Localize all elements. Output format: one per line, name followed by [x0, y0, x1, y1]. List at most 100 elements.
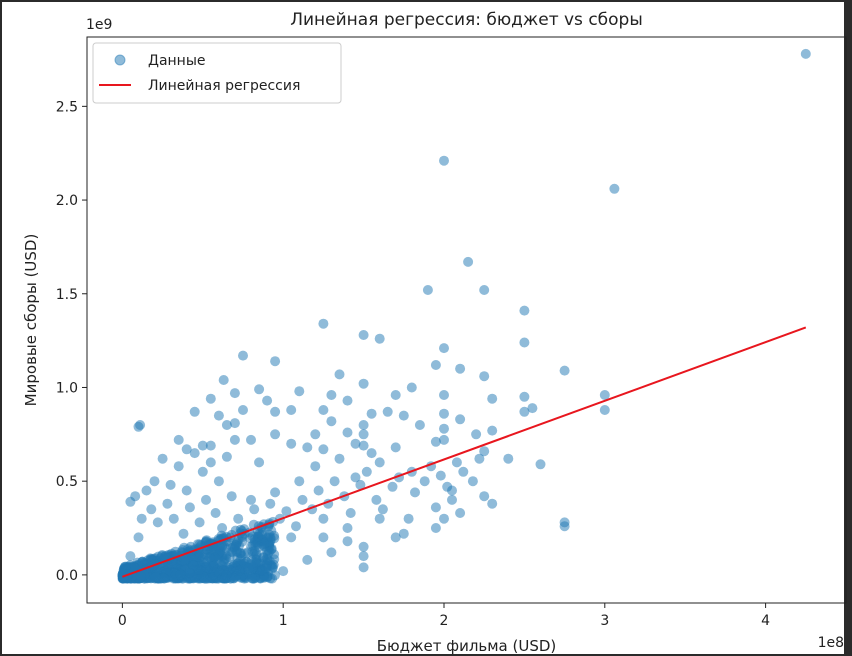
- scatter-point: [238, 405, 248, 415]
- scatter-point: [229, 418, 240, 429]
- scatter-point: [209, 545, 220, 556]
- scatter-point: [318, 444, 329, 455]
- scatter-point: [278, 566, 289, 577]
- scatter-points: [117, 48, 811, 584]
- scatter-point: [262, 395, 273, 406]
- scatter-point: [294, 386, 305, 397]
- scatter-point: [197, 440, 208, 451]
- scatter-point: [559, 365, 570, 376]
- regression-line: [122, 326, 807, 578]
- scatter-point: [205, 440, 216, 451]
- scatter-point: [302, 554, 313, 565]
- scatter-point: [387, 481, 398, 492]
- scatter-point: [239, 558, 250, 569]
- scatter-point: [463, 256, 474, 267]
- scatter-point: [160, 550, 171, 561]
- scatter-point: [406, 382, 417, 393]
- scatter-point: [350, 438, 361, 449]
- legend-label-regression: Линейная регрессия: [148, 78, 300, 94]
- scatter-point: [398, 410, 409, 421]
- scatter-point: [358, 541, 369, 552]
- scatter-point: [334, 453, 345, 464]
- scatter-point: [467, 476, 478, 487]
- scatter-point: [439, 423, 449, 434]
- scatter-point: [291, 521, 301, 532]
- scatter-point: [270, 406, 281, 417]
- legend-box: [92, 42, 342, 104]
- y-tick-label: 0.0: [56, 568, 78, 584]
- scatter-point: [254, 457, 265, 468]
- scatter-point: [189, 448, 200, 459]
- window-edge: [844, 0, 852, 656]
- scatter-point: [374, 457, 385, 468]
- scatter-point: [313, 485, 324, 496]
- y-tick-label: 1.0: [56, 380, 78, 396]
- scatter-point: [201, 494, 211, 505]
- y-tick-label: 2.5: [56, 99, 78, 115]
- plot-area: [86, 36, 847, 604]
- scatter-point: [439, 155, 449, 166]
- x-axis-offset-label: 1e8: [818, 635, 844, 651]
- scatter-point: [247, 531, 258, 542]
- scatter-point: [128, 562, 139, 572]
- scatter-point: [221, 451, 232, 462]
- scatter-point: [326, 390, 337, 400]
- scatter-point: [342, 536, 353, 547]
- scatter-point: [471, 429, 482, 440]
- scatter-point: [479, 371, 490, 382]
- scatter-point: [270, 356, 281, 367]
- scatter-point: [451, 457, 462, 468]
- scatter-point: [286, 532, 297, 543]
- scatter-point: [213, 476, 224, 487]
- legend: Данные Линейная регрессия: [92, 42, 342, 104]
- scatter-point: [158, 573, 169, 584]
- scatter-point: [358, 330, 369, 340]
- scatter-point: [270, 429, 281, 440]
- x-axis-label: Бюджет фильма (USD): [377, 637, 557, 655]
- y-tick-label: 2.0: [56, 193, 78, 209]
- scatter-point: [519, 391, 530, 402]
- scatter-point: [345, 508, 356, 518]
- scatter-point: [371, 494, 382, 505]
- scatter-point: [398, 528, 409, 539]
- scatter-point: [133, 532, 144, 543]
- scatter-point: [410, 487, 420, 498]
- scatter-point: [609, 183, 620, 194]
- scatter-point: [334, 369, 345, 380]
- scatter-point: [264, 546, 275, 557]
- scatter-point: [329, 476, 340, 487]
- scatter-point: [342, 523, 353, 533]
- scatter-point: [382, 406, 393, 417]
- scatter-point: [262, 572, 273, 583]
- scatter-point: [230, 540, 241, 551]
- scatter-point: [136, 513, 147, 524]
- scatter-point: [221, 420, 232, 430]
- scatter-point: [249, 504, 260, 515]
- scatter-point: [559, 521, 570, 532]
- scatter-point: [599, 405, 610, 415]
- scatter-point: [194, 552, 205, 563]
- scatter-point: [130, 491, 141, 502]
- scatter-point: [599, 390, 610, 400]
- scatter-point: [265, 498, 276, 509]
- scatter-point: [270, 487, 281, 498]
- scatter-point: [439, 434, 449, 445]
- scatter-point: [519, 406, 530, 417]
- scatter-point: [175, 569, 186, 580]
- scatter-point: [430, 523, 441, 533]
- scatter-point: [177, 555, 188, 566]
- scatter-point: [233, 513, 244, 524]
- y-tick-label: 1.5: [56, 287, 78, 303]
- scatter-point: [326, 416, 337, 427]
- scatter-point: [217, 523, 228, 533]
- scatter-point: [430, 502, 441, 513]
- scatter-point: [242, 547, 253, 558]
- y-axis-offset-label: 1e9: [86, 17, 112, 33]
- scatter-point: [430, 436, 441, 447]
- scatter-point: [173, 434, 184, 445]
- scatter-point: [246, 494, 256, 505]
- scatter-point: [310, 461, 321, 472]
- x-tick-label: 3: [600, 613, 609, 629]
- scatter-point: [439, 513, 449, 524]
- scatter-point: [358, 551, 369, 562]
